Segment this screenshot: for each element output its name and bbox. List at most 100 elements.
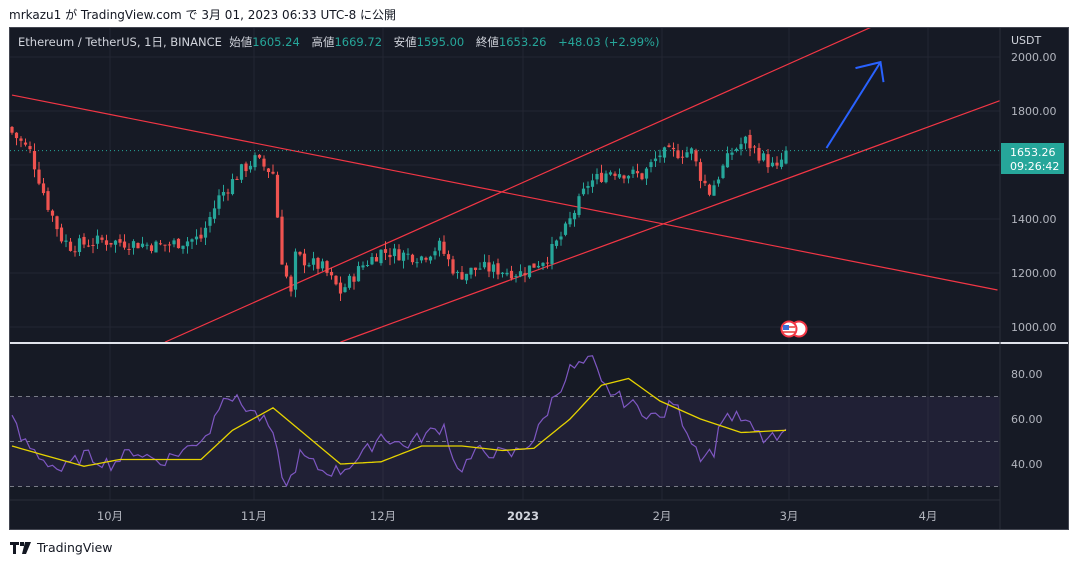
candle: [748, 129, 752, 157]
candle: [514, 273, 518, 283]
rsi-tick: 80.00: [1011, 368, 1043, 381]
candle-body: [680, 156, 685, 158]
tradingview-logo-icon: [10, 541, 31, 554]
rsi-tick: 40.00: [1011, 458, 1043, 471]
candle-body: [725, 153, 730, 168]
candle: [581, 182, 586, 196]
candle-body: [635, 171, 640, 174]
candle-body: [253, 155, 257, 168]
candle: [572, 210, 577, 227]
candle: [289, 274, 293, 297]
blue-arrow[interactable]: [825, 60, 885, 149]
candle: [559, 231, 563, 246]
candle-body: [487, 262, 491, 272]
grid: [10, 28, 1000, 500]
candle: [226, 188, 230, 201]
candle-body: [95, 235, 100, 244]
candle: [104, 234, 109, 251]
rsi-ma-line: [11, 377, 787, 467]
candle-body: [536, 265, 541, 268]
candle-body: [428, 256, 433, 261]
candle-body: [199, 234, 203, 239]
candle-body: [217, 195, 221, 209]
candle: [680, 150, 685, 164]
time-tick: 2月: [653, 509, 672, 523]
candle-body: [370, 256, 374, 265]
candle-body: [770, 162, 775, 167]
candle: [190, 238, 194, 250]
candle-body: [518, 271, 523, 277]
candle-body: [275, 174, 280, 218]
rsi-axis[interactable]: 80.00 60.00 40.00: [1011, 368, 1043, 471]
candle-body: [356, 266, 361, 282]
candle-body: [113, 240, 118, 245]
candle: [761, 150, 766, 162]
candle: [689, 147, 694, 161]
candle-body: [617, 174, 622, 178]
candle-body: [338, 282, 343, 294]
candle: [703, 174, 707, 187]
candle: [730, 147, 734, 160]
candle: [73, 245, 77, 257]
candle-body: [464, 273, 469, 281]
candle: [365, 260, 370, 268]
candle: [599, 164, 604, 183]
candle-body: [145, 244, 149, 246]
candle: [473, 267, 478, 277]
candle: [275, 171, 280, 218]
candle: [208, 211, 212, 233]
candle: [541, 262, 545, 271]
open-value: 1605.24: [252, 35, 300, 49]
candle: [653, 151, 658, 167]
price-tick: 1200.00: [1011, 267, 1057, 280]
candle-body: [653, 158, 658, 162]
candle-body: [532, 263, 536, 268]
candle: [50, 209, 55, 222]
candle-body: [244, 163, 248, 172]
candle-body: [127, 248, 131, 250]
candle-body: [383, 249, 388, 253]
candle: [743, 135, 748, 150]
candle-body: [734, 148, 739, 151]
arrow-head: [855, 60, 885, 83]
candle: [352, 273, 356, 290]
candle-body: [658, 155, 662, 158]
candle: [131, 239, 136, 255]
candle-body: [581, 188, 586, 195]
candle: [298, 251, 302, 257]
candle-body: [559, 236, 563, 240]
countdown: 09:26:42: [1010, 160, 1059, 173]
candle-body: [289, 276, 293, 292]
price-tick: 1800.00: [1011, 105, 1057, 118]
trendlines[interactable]: [11, 27, 1002, 342]
candle-body: [203, 227, 208, 238]
candle-body: [473, 267, 478, 270]
candle-body: [716, 179, 721, 184]
candle-body: [577, 196, 581, 215]
candle: [185, 237, 190, 254]
candle: [775, 156, 779, 169]
candle-body: [154, 241, 158, 253]
price-axis[interactable]: 2000.00 1800.00 1400.00 1200.00 1000.00: [1011, 51, 1057, 334]
event-flag-icon[interactable]: [780, 320, 808, 338]
candle: [649, 159, 653, 173]
candle-body: [109, 242, 113, 245]
candle: [82, 233, 86, 249]
symbol-name[interactable]: Ethereum / TetherUS, 1日, BINANCE: [18, 35, 222, 49]
candle: [662, 146, 667, 163]
candle: [329, 267, 334, 280]
candle: [757, 143, 761, 164]
candle: [734, 147, 739, 153]
candle: [163, 244, 167, 252]
candle: [10, 126, 14, 135]
candle-body: [500, 272, 505, 274]
candle: [217, 189, 221, 216]
time-axis[interactable]: 10月 11月 12月 2023 2月 3月 4月: [97, 509, 937, 523]
candle: [235, 176, 239, 181]
candle: [460, 265, 464, 280]
low-label: 安値: [393, 35, 417, 49]
candle: [262, 155, 266, 171]
candle: [442, 235, 446, 256]
footer-brand[interactable]: TradingView: [37, 540, 113, 555]
